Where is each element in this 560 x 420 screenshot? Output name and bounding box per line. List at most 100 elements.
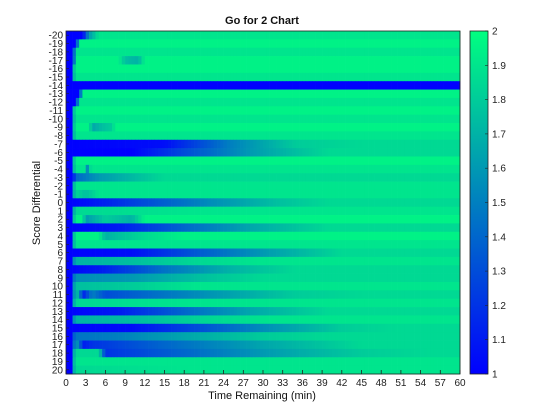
heatmap-cell [223,273,228,283]
heatmap-cell [236,114,241,124]
heatmap-cell [223,307,228,316]
heatmap-cell [95,206,100,216]
heatmap-cell [289,114,293,124]
heatmap-cell [118,290,123,300]
heatmap-cell [108,223,113,233]
heatmap-cell [377,340,382,350]
heatmap-cell [377,231,382,241]
heatmap-cell [151,164,155,174]
heatmap-cell [75,256,80,266]
heatmap-cell [154,340,159,350]
heatmap-cell [82,248,87,258]
heatmap-cell [325,223,330,233]
heatmap-cell [92,139,96,149]
heatmap-cell [430,198,435,208]
heatmap-cell [253,348,257,358]
heatmap-cell [361,181,366,191]
heatmap-cell [394,89,398,99]
heatmap-cell [354,256,359,266]
heatmap-cell [95,365,100,375]
heatmap-cell [111,97,116,107]
heatmap-cell [82,156,87,166]
heatmap-cell [266,256,270,266]
heatmap-cell [125,189,129,199]
heatmap-cell [269,273,274,283]
heatmap-cell [351,323,356,333]
heatmap-cell [377,123,382,132]
heatmap-cell [75,206,80,216]
heatmap-cell [322,298,326,308]
heatmap-cell [121,206,126,216]
heatmap-cell [276,298,280,308]
heatmap-cell [427,47,431,57]
heatmap-cell [364,240,369,249]
heatmap-cell [92,64,96,74]
heatmap-cell [187,131,192,141]
heatmap-cell [210,357,215,366]
heatmap-cell [167,315,172,325]
heatmap-cell [151,189,155,199]
heatmap-cell [249,123,254,132]
heatmap-cell [272,89,277,99]
heatmap-cell [328,231,333,241]
heatmap-cell [230,106,234,116]
heatmap-cell [414,72,418,82]
heatmap-cell [187,156,192,166]
heatmap-cell [154,47,159,57]
heatmap-cell [387,332,392,341]
heatmap-cell [345,148,349,157]
heatmap-row [66,223,461,233]
heatmap-cell [358,139,362,149]
heatmap-cell [404,123,408,132]
heatmap-cell [305,248,310,258]
x-tick-label: 3 [83,378,89,389]
heatmap-cell [341,181,346,191]
heatmap-cell [430,256,435,266]
heatmap-cell [141,348,146,358]
heatmap-cell [266,39,270,49]
heatmap-cell [397,315,402,325]
heatmap-cell [279,81,284,90]
heatmap-cell [197,123,201,132]
heatmap-cell [82,181,87,191]
heatmap-cell [437,39,441,49]
heatmap-cell [308,156,313,166]
heatmap-cell [417,348,421,358]
heatmap-row [66,114,461,124]
heatmap-cell [285,265,290,274]
heatmap-cell [111,248,116,258]
heatmap-cell [440,265,444,274]
heatmap-cell [331,307,336,316]
heatmap-cell [148,164,152,174]
heatmap-cell [335,123,339,132]
heatmap-cell [269,123,274,132]
heatmap-cell [341,106,346,116]
heatmap-cell [289,323,293,333]
heatmap-cell [194,106,198,116]
heatmap-cell [197,365,201,375]
heatmap-cell [217,47,221,57]
heatmap-cell [115,256,119,266]
heatmap-cell [361,290,366,300]
heatmap-cell [233,31,238,40]
heatmap-cell [345,340,349,350]
heatmap-cell [243,323,247,333]
heatmap-cell [387,198,392,208]
heatmap-cell [148,265,152,274]
heatmap-cell [263,173,267,182]
heatmap-cell [341,265,346,274]
heatmap-cell [423,281,428,291]
heatmap-cell [240,348,244,358]
heatmap-cell [226,114,231,124]
heatmap-cell [456,290,461,300]
heatmap-cell [177,281,182,291]
heatmap-cell [308,248,313,258]
heatmap-cell [171,340,175,350]
heatmap-cell [289,298,293,308]
heatmap-cell [138,348,142,358]
heatmap-cell [82,357,87,366]
heatmap-cell [128,81,133,90]
heatmap-cell [69,89,73,99]
heatmap-cell [351,256,356,266]
heatmap-cell [446,256,451,266]
